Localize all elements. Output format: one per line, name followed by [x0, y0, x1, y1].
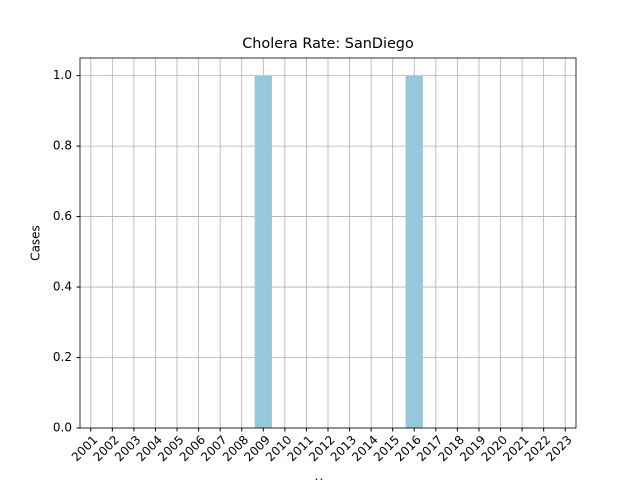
y-tick-label: 0.8 — [53, 139, 72, 153]
chart-title: Cholera Rate: SanDiego — [242, 36, 414, 52]
y-tick-label: 0.2 — [53, 350, 72, 364]
x-axis-label: Year — [314, 477, 340, 480]
y-axis-label: Cases — [29, 225, 43, 261]
y-tick-label: 0.6 — [53, 209, 72, 223]
y-tick-label: 0.4 — [53, 280, 72, 294]
plot-frame — [79, 57, 577, 429]
bar — [405, 75, 423, 428]
y-tick-label: 0.0 — [53, 421, 72, 435]
y-tick-label: 1.0 — [53, 68, 72, 82]
bar — [254, 75, 272, 428]
